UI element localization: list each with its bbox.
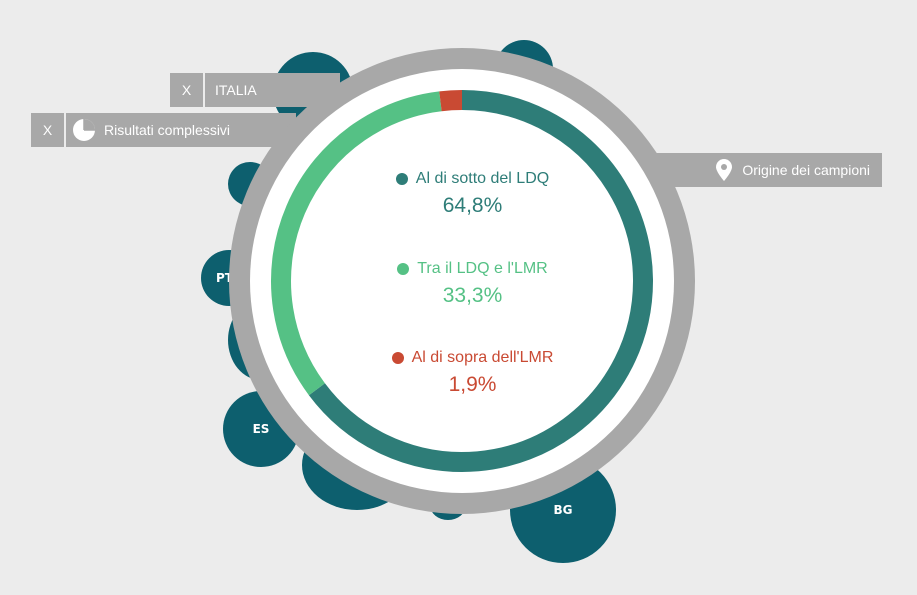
- legend-item-above-lmr: Al di sopra dell'LMR 1,9%: [300, 349, 645, 397]
- legend-item-between-ldq-lmr: Tra il LDQ e l'LMR 33,3%: [300, 260, 645, 308]
- remove-results-filter-button[interactable]: X: [31, 113, 66, 147]
- legend-label: Al di sotto del LDQ: [415, 170, 550, 187]
- legend-dot: [397, 263, 410, 275]
- legend-value: 33,3%: [442, 284, 503, 307]
- remove-country-filter-button[interactable]: X: [170, 73, 205, 107]
- slice-below-ldq[interactable]: [308, 90, 653, 472]
- legend-dot: [395, 173, 408, 185]
- slice-above-lmr[interactable]: [439, 90, 463, 112]
- origin-label: Origine dei campioni: [742, 162, 870, 178]
- legend-value: 1,9%: [448, 373, 497, 396]
- map-pin-icon: [716, 159, 733, 181]
- legend-dot: [391, 352, 404, 364]
- country-filter-label: ITALIA: [215, 82, 257, 98]
- country-filter-tag: X ITALIA: [170, 73, 340, 107]
- slice-between-ldq-lmr[interactable]: [271, 91, 442, 396]
- results-filter-tag: X Risultati complessivi: [31, 113, 296, 147]
- legend-label: Al di sopra dell'LMR: [411, 349, 554, 366]
- pie-chart-icon: [72, 118, 96, 142]
- legend-item-below-ldq: Al di sotto del LDQ 64,8%: [300, 170, 645, 218]
- origin-tag[interactable]: Origine dei campioni: [650, 153, 882, 187]
- inner-disc: [250, 69, 674, 493]
- results-filter-label: Risultati complessivi: [104, 122, 231, 138]
- legend-value: 64,8%: [442, 194, 503, 217]
- legend-label: Tra il LDQ e l'LMR: [417, 260, 548, 277]
